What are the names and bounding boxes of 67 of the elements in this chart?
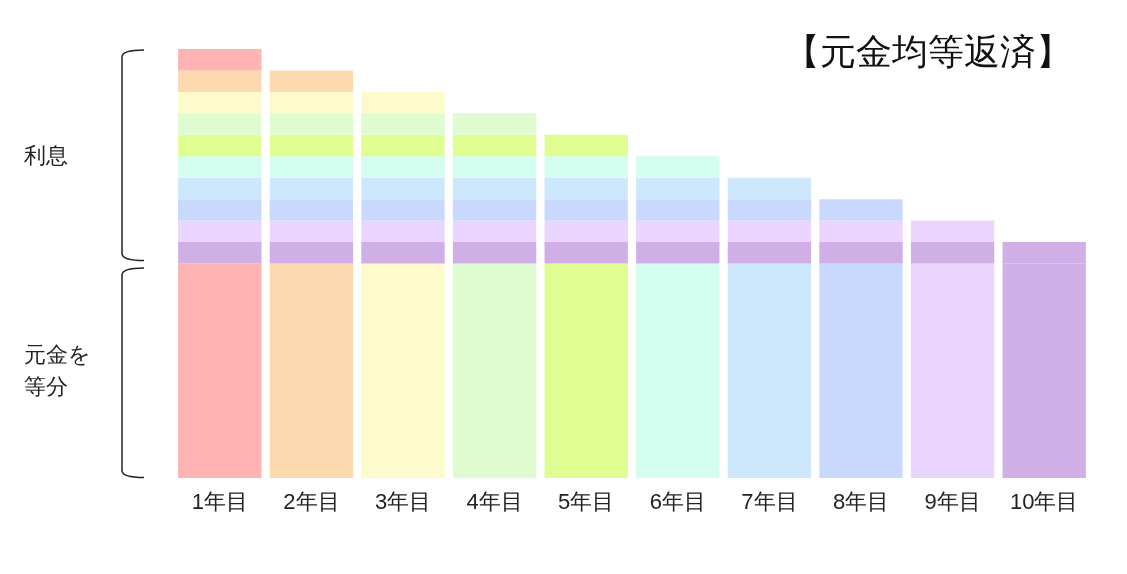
text: 元金を等分 [24, 340, 92, 401]
bar [269, 156, 354, 178]
bar [269, 134, 354, 157]
bar [452, 199, 537, 221]
x-tick-label: 7年目 [741, 488, 798, 514]
bar [819, 242, 903, 264]
bar [636, 199, 720, 221]
bar [544, 242, 628, 264]
bar [178, 70, 262, 92]
x-tick-label: 8年目 [832, 488, 890, 514]
bar [178, 91, 262, 114]
bar [178, 177, 262, 200]
bar [452, 134, 537, 157]
bar [544, 220, 628, 243]
bar [819, 220, 903, 243]
x-tick-label: 4年目 [466, 488, 523, 514]
bar [819, 199, 903, 221]
bar [727, 177, 812, 200]
x-tick-label: 5年目 [558, 488, 615, 514]
bar [178, 242, 262, 264]
x-tick-label: 2年目 [283, 488, 340, 514]
bar [269, 113, 354, 135]
bar [544, 134, 628, 157]
bar [178, 220, 262, 243]
text: 利息 [24, 142, 69, 171]
bar [727, 242, 812, 264]
bar [910, 242, 995, 264]
bar [452, 220, 537, 243]
chart-title: 【元金均等返済】 [784, 30, 1072, 72]
bar [361, 91, 445, 114]
bar [269, 220, 354, 243]
bar [544, 199, 628, 221]
bar [269, 199, 354, 221]
bar [269, 70, 354, 92]
bar [636, 156, 720, 178]
bar [727, 220, 812, 243]
x-tick-label: 6年目 [649, 488, 706, 514]
bar [727, 199, 812, 221]
bar [361, 242, 445, 264]
bar [361, 134, 445, 157]
bar [178, 113, 262, 135]
bar [910, 220, 995, 243]
bar [636, 242, 720, 264]
bar [269, 177, 354, 200]
bar [178, 199, 262, 221]
bar [361, 220, 445, 243]
bar [269, 242, 354, 264]
bar [178, 134, 262, 157]
bar [544, 156, 628, 178]
x-tick-label: 9年目 [924, 488, 981, 514]
bar [269, 91, 354, 114]
x-tick-label: 10年目 [1009, 488, 1079, 514]
bar [636, 220, 720, 243]
bar [636, 177, 720, 200]
bar [178, 49, 262, 71]
bar [361, 113, 445, 135]
bar [544, 177, 628, 200]
bar [452, 242, 537, 264]
x-tick-label: 1年目 [191, 488, 248, 514]
bar [178, 156, 262, 178]
bar [452, 177, 537, 200]
bar [452, 156, 537, 178]
bar [361, 199, 445, 221]
bar [361, 156, 445, 178]
bar [452, 113, 537, 135]
x-tick-label: 3年目 [374, 488, 432, 514]
bar [361, 177, 445, 200]
